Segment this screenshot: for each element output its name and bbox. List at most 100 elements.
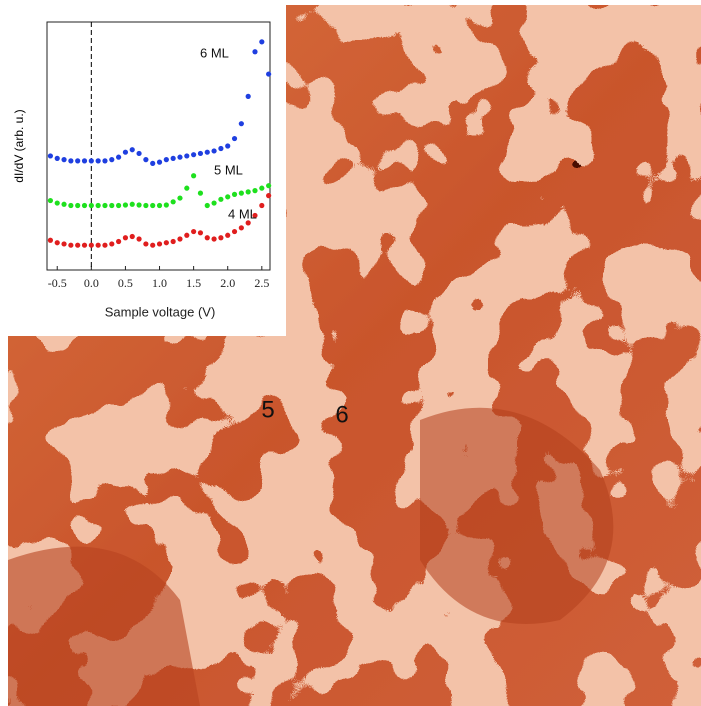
inset-panel bbox=[0, 0, 286, 336]
data-point bbox=[191, 152, 197, 158]
x-tick-label: 0.5 bbox=[118, 276, 133, 290]
data-point bbox=[54, 200, 60, 206]
data-point bbox=[54, 240, 60, 246]
series-label: 5 ML bbox=[214, 162, 243, 177]
data-point bbox=[88, 158, 94, 164]
data-point bbox=[204, 202, 210, 209]
data-point bbox=[225, 194, 231, 200]
data-point bbox=[122, 235, 129, 241]
data-point bbox=[102, 158, 108, 164]
data-point bbox=[170, 155, 176, 161]
data-point bbox=[75, 158, 81, 164]
data-point bbox=[259, 202, 265, 209]
y-axis-label: dI/dV (arb. u.) bbox=[12, 109, 26, 182]
data-point bbox=[266, 193, 272, 199]
data-point bbox=[163, 202, 169, 208]
data-point bbox=[184, 232, 190, 238]
data-point bbox=[116, 202, 122, 209]
data-point bbox=[129, 147, 135, 153]
data-point bbox=[61, 157, 67, 163]
data-point bbox=[211, 148, 217, 154]
data-point bbox=[238, 225, 244, 231]
data-point bbox=[211, 200, 217, 206]
data-point bbox=[47, 237, 54, 243]
data-point bbox=[156, 159, 163, 165]
data-point bbox=[252, 49, 258, 55]
data-point bbox=[122, 202, 129, 208]
data-point bbox=[177, 154, 183, 160]
data-point bbox=[238, 190, 244, 196]
data-point bbox=[245, 220, 251, 226]
series-label: 4 ML bbox=[228, 206, 257, 221]
data-point bbox=[136, 150, 142, 157]
data-point bbox=[47, 153, 54, 159]
data-point bbox=[259, 39, 265, 45]
data-point bbox=[163, 157, 169, 163]
data-point bbox=[75, 202, 81, 209]
data-point bbox=[170, 199, 176, 205]
data-point bbox=[68, 202, 74, 209]
data-point bbox=[163, 240, 169, 246]
data-point bbox=[95, 202, 101, 209]
x-tick-label: 1.0 bbox=[152, 276, 167, 290]
data-point bbox=[109, 157, 115, 163]
layer-label: 6 bbox=[335, 401, 348, 428]
data-point bbox=[81, 158, 88, 164]
data-point bbox=[150, 202, 156, 209]
data-point bbox=[204, 235, 210, 241]
data-point bbox=[109, 241, 115, 247]
data-point bbox=[211, 236, 217, 242]
data-point bbox=[231, 228, 238, 235]
data-point bbox=[116, 154, 122, 160]
x-axis-label: Sample voltage (V) bbox=[105, 304, 216, 319]
data-point bbox=[231, 135, 238, 142]
data-point bbox=[184, 185, 190, 191]
data-point bbox=[95, 158, 101, 164]
data-point bbox=[245, 93, 251, 99]
data-point bbox=[197, 190, 204, 196]
layer-label: 5 bbox=[261, 396, 274, 423]
data-point bbox=[150, 242, 156, 248]
data-point bbox=[177, 236, 183, 242]
data-point bbox=[68, 242, 74, 248]
data-point bbox=[88, 202, 94, 209]
data-point bbox=[218, 235, 224, 241]
data-point bbox=[129, 201, 135, 207]
data-point bbox=[266, 183, 272, 189]
data-point bbox=[156, 202, 163, 209]
data-point bbox=[143, 241, 149, 247]
data-point bbox=[136, 236, 142, 242]
x-tick-label: 0.0 bbox=[84, 276, 99, 290]
data-point bbox=[102, 202, 108, 209]
data-point bbox=[102, 242, 108, 248]
data-point bbox=[177, 195, 183, 201]
data-point bbox=[225, 232, 231, 238]
data-point bbox=[150, 160, 156, 166]
data-point bbox=[191, 228, 197, 235]
data-point bbox=[109, 202, 115, 209]
x-tick-label: 2.5 bbox=[254, 276, 269, 290]
data-point bbox=[68, 158, 74, 164]
data-point bbox=[129, 233, 135, 240]
data-point bbox=[61, 201, 67, 207]
x-tick-label: -0.5 bbox=[48, 276, 67, 290]
data-point bbox=[259, 185, 265, 191]
data-point bbox=[156, 241, 163, 247]
plot-frame bbox=[46, 21, 271, 271]
data-point bbox=[252, 212, 258, 219]
data-point bbox=[225, 143, 231, 149]
data-point bbox=[252, 188, 258, 194]
data-point bbox=[184, 153, 190, 159]
data-point bbox=[95, 242, 101, 248]
x-tick-label: 1.5 bbox=[186, 276, 201, 290]
data-point bbox=[245, 189, 251, 195]
data-point bbox=[204, 149, 210, 155]
data-point bbox=[218, 145, 224, 152]
data-point bbox=[266, 71, 272, 77]
data-point bbox=[197, 230, 204, 236]
data-point bbox=[191, 173, 197, 179]
data-point bbox=[47, 197, 54, 204]
data-point bbox=[143, 157, 149, 163]
